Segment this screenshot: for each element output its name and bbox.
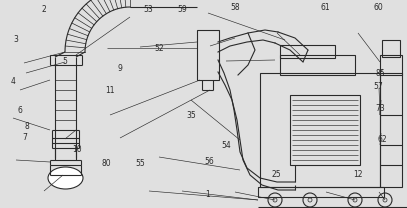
Bar	[280, 55, 355, 75]
Bar	[197, 30, 219, 80]
Text: 12: 12	[353, 170, 363, 179]
Text: 62: 62	[378, 135, 387, 144]
Text: 85: 85	[376, 69, 385, 78]
Text: 58: 58	[230, 3, 240, 12]
Bar	[380, 55, 402, 75]
Text: 56: 56	[205, 157, 214, 166]
Text: 4: 4	[11, 77, 16, 86]
Text: 61: 61	[321, 3, 330, 12]
Text: 1: 1	[205, 190, 210, 199]
Ellipse shape	[48, 167, 83, 189]
Bar	[290, 95, 360, 165]
Text: 52: 52	[154, 44, 164, 53]
Bar	[260, 73, 380, 187]
Text: 3: 3	[14, 35, 19, 44]
Text: 7: 7	[22, 133, 27, 142]
Text: 80: 80	[102, 159, 112, 168]
Bar	[380, 73, 402, 187]
Bar	[382, 40, 400, 57]
Text: 10: 10	[72, 145, 81, 154]
Text: 73: 73	[376, 104, 385, 113]
Bar	[258, 187, 384, 197]
Text: 54: 54	[221, 141, 231, 150]
Text: 9: 9	[118, 64, 123, 73]
Bar	[280, 45, 335, 58]
Text: 6: 6	[18, 106, 23, 115]
Text: 55: 55	[136, 159, 145, 168]
Text: 25: 25	[272, 170, 282, 179]
Text: 53: 53	[144, 5, 153, 15]
Text: 8: 8	[24, 122, 29, 131]
Text: 60: 60	[374, 3, 383, 12]
Text: 57: 57	[374, 82, 383, 91]
Text: 59: 59	[177, 5, 187, 15]
Text: 35: 35	[186, 111, 196, 120]
Text: 11: 11	[105, 86, 115, 95]
Text: 5: 5	[63, 57, 68, 66]
Text: 2: 2	[42, 5, 46, 14]
